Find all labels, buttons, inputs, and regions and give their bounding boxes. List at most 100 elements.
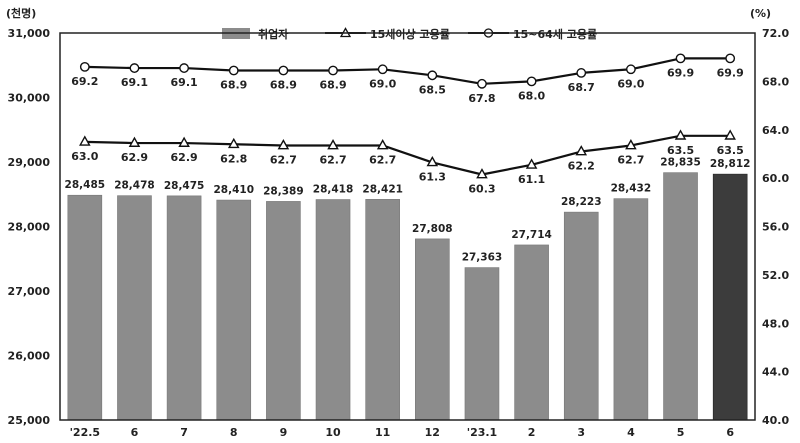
right-tick-label: 48.0 bbox=[762, 317, 789, 330]
series-value-label: 62.7 bbox=[270, 153, 297, 166]
triangle-marker bbox=[327, 139, 339, 150]
right-tick-label: 68.0 bbox=[762, 75, 789, 88]
series-value-label: 63.5 bbox=[717, 144, 744, 157]
bar-value-label: 27,714 bbox=[511, 229, 552, 241]
series-value-label: 67.8 bbox=[468, 92, 495, 105]
bar bbox=[563, 211, 599, 421]
x-tick-label: 5 bbox=[677, 426, 685, 439]
circle-marker bbox=[328, 65, 338, 76]
left-tick-label: 28,000 bbox=[8, 221, 51, 234]
legend-line1-label: 15세이상 고용률 bbox=[370, 27, 450, 41]
left-tick-label: 29,000 bbox=[8, 156, 51, 169]
x-axis-labels: '22.5 6 7 8 9 10 11 12 '23.1 2 3 4 5 6 bbox=[70, 426, 735, 439]
triangle-marker bbox=[724, 129, 736, 140]
bar-value-label: 28,812 bbox=[710, 158, 751, 170]
bar bbox=[166, 195, 202, 421]
right-tick-label: 60.0 bbox=[762, 172, 789, 185]
series-value-label: 68.9 bbox=[319, 78, 346, 91]
series-value-label: 68.5 bbox=[419, 83, 446, 96]
left-axis-ticks: 25,000 26,000 27,000 28,000 29,000 30,000 31,0… bbox=[8, 27, 51, 427]
series-15-64-employment-rate: 69.2 69.1 69.1 68.9 68.9 68.9 69.0 68.5 67.8 68.0… bbox=[71, 53, 744, 105]
left-tick-label: 30,000 bbox=[8, 92, 51, 105]
left-axis-unit: (천명) bbox=[6, 6, 36, 20]
x-tick-label: 6 bbox=[131, 426, 139, 439]
bar-value-label: 27,363 bbox=[462, 252, 503, 264]
triangle-marker bbox=[674, 129, 687, 140]
right-tick-label: 72.0 bbox=[762, 27, 789, 40]
triangle-marker bbox=[277, 139, 290, 150]
plot-frame bbox=[59, 32, 756, 421]
series-value-label: 69.0 bbox=[617, 77, 644, 90]
circle-marker bbox=[625, 64, 636, 75]
circle-marker bbox=[427, 70, 438, 81]
triangle-marker bbox=[525, 158, 538, 169]
left-tick-label: 27,000 bbox=[8, 285, 51, 298]
circle-marker bbox=[477, 78, 487, 89]
triangle-marker bbox=[575, 145, 588, 156]
series-value-label: 62.7 bbox=[617, 153, 644, 166]
x-tick-label: '22.5 bbox=[70, 426, 101, 439]
bar bbox=[266, 201, 301, 421]
circle-marker bbox=[576, 68, 587, 78]
series-line bbox=[84, 57, 731, 85]
series-value-label: 69.9 bbox=[667, 66, 694, 79]
series-value-label: 69.0 bbox=[369, 77, 396, 90]
x-tick-label: 8 bbox=[230, 426, 238, 439]
series-value-label: 68.7 bbox=[568, 81, 595, 94]
series-value-label: 62.7 bbox=[369, 153, 396, 166]
series-value-label: 63.5 bbox=[667, 144, 694, 157]
left-tick-label: 25,000 bbox=[8, 414, 51, 427]
bar-value-label: 28,223 bbox=[561, 196, 602, 208]
triangle-marker bbox=[376, 139, 389, 150]
triangle-marker bbox=[128, 136, 141, 147]
x-tick-label: 6 bbox=[726, 426, 734, 439]
series-value-label: 62.2 bbox=[568, 160, 595, 173]
x-tick-label: 9 bbox=[280, 426, 288, 439]
bar bbox=[216, 199, 252, 421]
left-tick-label: 31,000 bbox=[8, 27, 51, 40]
bar-value-label: 28,389 bbox=[263, 185, 304, 197]
series-value-label: 62.9 bbox=[171, 151, 198, 164]
triangle-marker bbox=[476, 168, 488, 179]
circle-marker bbox=[278, 65, 289, 76]
bar bbox=[514, 244, 549, 421]
series-value-label: 69.9 bbox=[717, 66, 744, 79]
x-tick-label: '23.1 bbox=[467, 426, 498, 439]
series-line bbox=[84, 134, 731, 176]
triangle-marker bbox=[227, 137, 240, 149]
series-value-label: 62.9 bbox=[121, 151, 148, 164]
circle-marker bbox=[526, 76, 537, 87]
right-tick-label: 44.0 bbox=[762, 366, 789, 379]
bar-value-label: 27,808 bbox=[412, 223, 453, 235]
right-axis-unit: (%) bbox=[750, 7, 771, 20]
series-value-label: 69.2 bbox=[71, 75, 98, 88]
bar-value-label: 28,478 bbox=[114, 180, 155, 192]
bar bbox=[464, 267, 500, 421]
circle-marker bbox=[179, 63, 190, 73]
series-value-label: 68.0 bbox=[518, 89, 545, 102]
series-value-label: 68.9 bbox=[220, 78, 247, 91]
triangle-marker bbox=[79, 135, 91, 146]
x-tick-label: 11 bbox=[375, 426, 390, 439]
bar-value-label: 28,475 bbox=[164, 180, 205, 192]
right-tick-label: 56.0 bbox=[762, 221, 789, 234]
legend: 취업자 15세이상 고용률 15~64세 고용률 bbox=[222, 27, 597, 41]
series-value-label: 62.7 bbox=[319, 153, 346, 166]
bar bbox=[67, 194, 103, 421]
circle-marker bbox=[377, 64, 388, 75]
x-tick-label: 2 bbox=[528, 426, 536, 439]
series-value-label: 68.9 bbox=[270, 78, 297, 91]
circle-marker bbox=[129, 63, 140, 73]
series-value-label: 61.1 bbox=[518, 173, 545, 186]
bar-value-labels: 28,485 28,478 28,475 28,410 28,389 28,418 28,4… bbox=[65, 157, 751, 264]
x-tick-label: 10 bbox=[325, 426, 341, 439]
circle-marker bbox=[79, 61, 90, 72]
x-tick-label: 4 bbox=[627, 426, 635, 439]
series-value-label: 69.1 bbox=[121, 76, 148, 89]
bar bbox=[415, 238, 450, 421]
triangle-marker bbox=[178, 136, 190, 147]
bar-value-label: 28,485 bbox=[65, 179, 106, 191]
right-axis-ticks: 40.0 44.0 48.0 52.0 56.0 60.0 64.0 68.0 72.0 bbox=[762, 27, 789, 427]
bar-value-label: 28,421 bbox=[362, 183, 403, 195]
